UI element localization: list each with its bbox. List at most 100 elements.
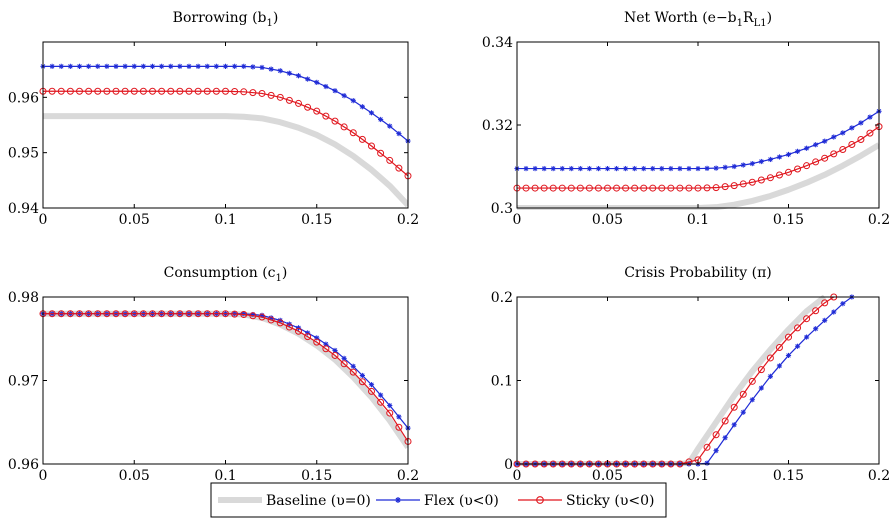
marker-sticky xyxy=(631,184,639,192)
marker-sticky xyxy=(540,184,548,192)
y-tick-label: 0.3 xyxy=(491,201,513,217)
marker-sticky xyxy=(775,344,783,352)
panel-1: Borrowing (b1) 0 0.05 0.1 0.15 0.2 0.94 0.95 0.9… xyxy=(8,10,419,228)
marker-sticky xyxy=(685,184,693,192)
marker-sticky xyxy=(368,387,375,395)
marker-flex xyxy=(632,165,638,172)
marker-flex xyxy=(595,165,602,172)
marker-flex xyxy=(396,130,402,137)
legend-label-sticky: Sticky (υ<0) xyxy=(566,493,654,509)
marker-flex xyxy=(794,148,801,154)
marker-sticky xyxy=(267,91,275,99)
marker-flex xyxy=(359,104,365,110)
marker-flex xyxy=(159,63,165,69)
series-line-sticky xyxy=(517,126,879,189)
marker-sticky xyxy=(222,87,229,95)
marker-flex xyxy=(659,165,665,172)
marker-flex xyxy=(613,165,620,172)
marker-flex xyxy=(332,88,338,94)
marker-sticky xyxy=(857,136,865,144)
marker-flex xyxy=(623,165,629,172)
marker-sticky xyxy=(167,310,175,318)
marker-flex xyxy=(149,63,156,69)
marker-flex xyxy=(831,309,837,315)
marker-flex xyxy=(532,165,538,172)
marker-sticky xyxy=(748,178,756,186)
marker-sticky xyxy=(757,176,765,184)
marker-sticky xyxy=(739,390,747,398)
marker-flex xyxy=(259,64,265,71)
marker-sticky xyxy=(730,182,738,190)
marker-flex xyxy=(776,154,783,160)
marker-sticky xyxy=(85,87,93,95)
series-line-baseline xyxy=(517,295,827,466)
marker-sticky xyxy=(622,184,630,192)
marker-sticky xyxy=(640,184,648,192)
y-tick-label: 0.94 xyxy=(8,201,39,217)
marker-flex xyxy=(295,73,302,79)
panel-title: Consumption (c1) xyxy=(164,265,288,284)
marker-sticky xyxy=(803,162,811,170)
marker-sticky xyxy=(57,310,65,318)
marker-flex xyxy=(785,352,792,359)
marker-sticky xyxy=(585,184,593,192)
marker-flex xyxy=(222,63,229,69)
y-tick-label: 0.98 xyxy=(8,290,39,306)
marker-flex xyxy=(785,151,792,158)
marker-flex xyxy=(822,317,828,323)
marker-flex xyxy=(804,145,810,151)
x-tick-label: 0.05 xyxy=(119,468,150,484)
series-line-flex xyxy=(43,313,408,429)
marker-sticky xyxy=(130,87,138,95)
marker-flex xyxy=(131,63,137,69)
marker-sticky xyxy=(549,184,557,192)
marker-flex xyxy=(387,123,393,129)
marker-flex xyxy=(95,63,101,69)
legend-marker-sticky xyxy=(536,496,544,504)
marker-flex xyxy=(749,160,755,167)
legend-label-baseline: Baseline (υ=0) xyxy=(266,493,371,509)
marker-flex xyxy=(168,63,174,69)
marker-flex xyxy=(604,165,611,172)
marker-sticky xyxy=(848,141,856,149)
marker-sticky xyxy=(85,310,93,318)
marker-flex xyxy=(731,163,737,170)
marker-sticky xyxy=(531,184,539,192)
marker-sticky xyxy=(748,377,756,385)
marker-sticky xyxy=(240,88,248,96)
marker-flex xyxy=(740,162,746,168)
marker-sticky xyxy=(721,417,729,425)
y-tick-label: 0.2 xyxy=(491,290,513,306)
marker-sticky xyxy=(368,142,375,150)
marker-sticky xyxy=(295,327,302,335)
marker-flex xyxy=(749,397,755,403)
marker-flex xyxy=(67,63,73,69)
marker-sticky xyxy=(721,183,729,191)
marker-flex xyxy=(368,110,375,116)
marker-flex xyxy=(250,64,256,70)
marker-flex xyxy=(387,402,393,409)
marker-sticky xyxy=(66,87,74,95)
marker-sticky xyxy=(522,184,530,192)
marker-flex xyxy=(822,138,828,144)
marker-sticky xyxy=(613,184,621,192)
x-tick-label: 0.15 xyxy=(301,468,332,484)
marker-flex xyxy=(323,83,329,90)
marker-flex xyxy=(704,165,710,171)
marker-sticky xyxy=(558,184,566,192)
legend-label-flex: Flex (υ<0) xyxy=(424,493,499,509)
marker-sticky xyxy=(712,184,720,192)
marker-flex xyxy=(840,301,846,307)
plot-frame xyxy=(516,41,880,209)
series-line-sticky xyxy=(43,90,408,177)
marker-sticky xyxy=(48,310,56,318)
marker-sticky xyxy=(304,333,312,341)
marker-flex xyxy=(177,63,183,69)
marker-flex xyxy=(794,343,801,349)
marker-flex xyxy=(704,460,710,466)
marker-sticky xyxy=(203,87,211,95)
marker-flex xyxy=(713,448,719,454)
marker-flex xyxy=(76,63,83,69)
marker-sticky xyxy=(285,323,293,331)
